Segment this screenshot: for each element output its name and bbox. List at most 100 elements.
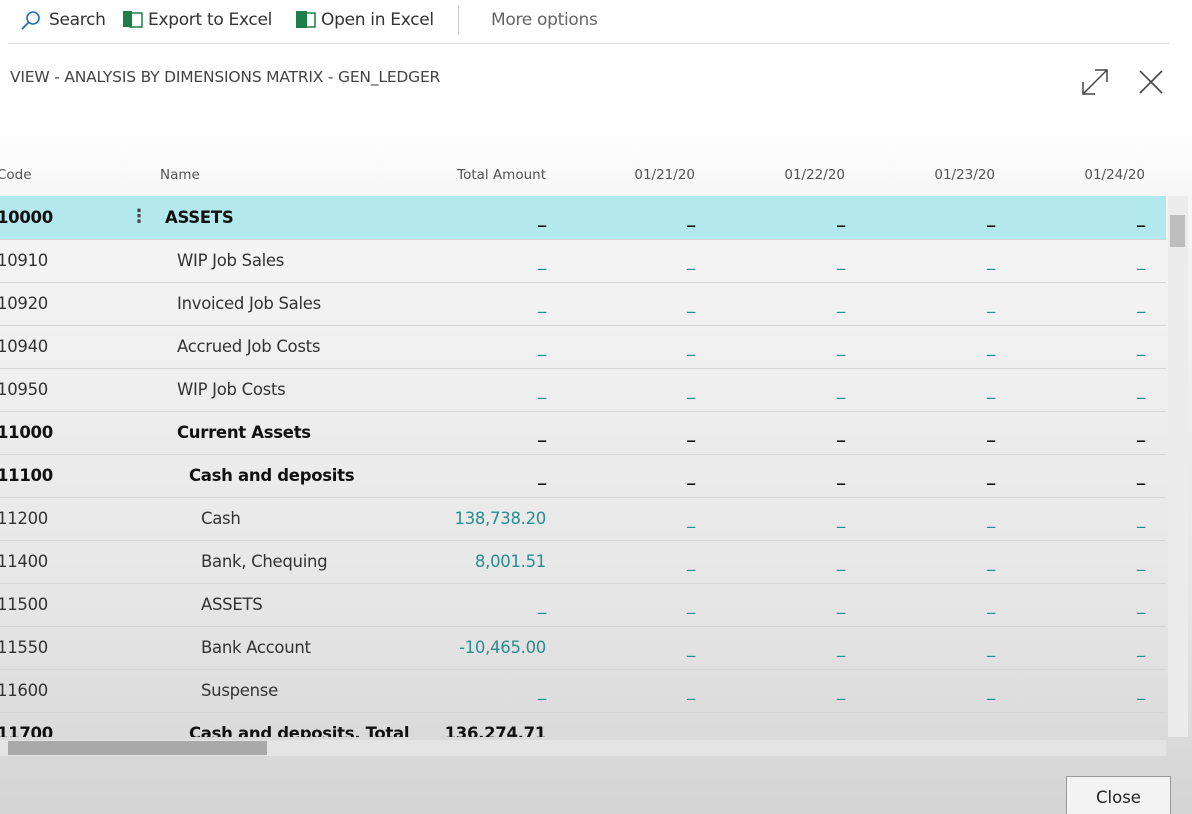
code-cell: 11200 [0, 509, 48, 528]
code-cell: 11100 [0, 466, 53, 485]
table-row[interactable]: 11500 ASSETS _ _ _ _ _ [0, 583, 1166, 627]
amount-cell: _ [1137, 294, 1145, 313]
amount-cell: _ [987, 509, 995, 528]
excel-icon [296, 11, 316, 28]
more-options-button[interactable]: More options [491, 10, 598, 30]
amount-cell: _ [987, 294, 995, 313]
total-cell: _ [538, 466, 546, 485]
total-cell: _ [538, 423, 546, 442]
name-cell: Bank, Chequing [201, 552, 328, 571]
search-button[interactable]: Search [49, 10, 106, 30]
table-row[interactable]: 10920 Invoiced Job Sales _ _ _ _ _ [0, 282, 1166, 326]
amount-cell: _ [987, 595, 995, 614]
name-cell: ASSETS [201, 595, 263, 614]
table-row[interactable]: 11200 Cash 138,738.20 _ _ _ _ [0, 497, 1166, 541]
export-icon [123, 11, 143, 28]
amount-cell: _ [687, 466, 695, 485]
amount-cell: _ [687, 509, 695, 528]
amount-cell: _ [687, 380, 695, 399]
amount-cell: _ [687, 552, 695, 571]
table-row[interactable]: 11550 Bank Account -10,465.00 _ _ _ _ [0, 626, 1166, 670]
column-header: 01/22/20 [784, 167, 845, 183]
export-excel-button[interactable]: Export to Excel [148, 10, 273, 30]
amount-cell: _ [1137, 509, 1145, 528]
amount-cell: _ [987, 380, 995, 399]
amount-cell: _ [837, 423, 845, 442]
amount-cell: _ [837, 509, 845, 528]
name-cell: Bank Account [201, 638, 311, 657]
amount-cell: _ [1137, 423, 1145, 442]
amount-cell: _ [837, 681, 845, 700]
table-row[interactable]: 10910 WIP Job Sales _ _ _ _ _ [0, 239, 1166, 283]
name-cell: Suspense [201, 681, 278, 700]
table-row[interactable]: 11400 Bank, Chequing 8,001.51 _ _ _ _ [0, 540, 1166, 584]
amount-cell: _ [1137, 208, 1145, 227]
amount-cell: _ [837, 466, 845, 485]
table-row[interactable]: 11700 Cash and deposits, Total 136,274.71 [0, 712, 1166, 737]
column-header: 01/23/20 [934, 167, 995, 183]
amount-cell: _ [837, 251, 845, 270]
total-cell: _ [538, 208, 546, 227]
name-cell: Invoiced Job Sales [177, 294, 321, 313]
name-cell: WIP Job Sales [177, 251, 285, 270]
expand-button[interactable] [1080, 67, 1110, 97]
code-cell: 11600 [0, 681, 48, 700]
h-scrollbar [0, 740, 1166, 756]
h-scroll-thumb[interactable] [8, 741, 267, 755]
amount-cell: _ [1137, 681, 1145, 700]
code-cell: 10910 [0, 251, 48, 270]
v-scroll-thumb[interactable] [1170, 215, 1185, 247]
amount-cell: _ [687, 294, 695, 313]
code-cell: 11000 [0, 423, 53, 442]
amount-cell: _ [687, 595, 695, 614]
close-icon-button[interactable] [1138, 69, 1164, 95]
name-cell: WIP Job Costs [177, 380, 286, 399]
table-body: 10000 ⋮ ASSETS _ _ _ _ _ 10910 WIP Job Sales _ _ _ _ _… [0, 196, 1166, 737]
open-excel-button[interactable]: Open in Excel [321, 10, 434, 30]
amount-cell: _ [1137, 251, 1145, 270]
table-row[interactable]: 10940 Accrued Job Costs _ _ _ _ _ [0, 325, 1166, 369]
amount-cell: _ [987, 337, 995, 356]
name-cell: ASSETS [165, 208, 234, 227]
amount-cell: _ [837, 294, 845, 313]
name-cell: Accrued Job Costs [177, 337, 321, 356]
amount-cell: _ [987, 638, 995, 657]
separator [458, 6, 459, 34]
amount-cell: _ [987, 466, 995, 485]
amount-cell: _ [987, 208, 995, 227]
toolbar-divider [8, 43, 1170, 44]
name-cell: Current Assets [177, 423, 311, 442]
total-cell: _ [538, 380, 546, 399]
table-row[interactable]: 10950 WIP Job Costs _ _ _ _ _ [0, 368, 1166, 412]
total-cell: 8,001.51 [474, 552, 546, 571]
code-cell: 10950 [0, 380, 48, 399]
amount-cell: _ [837, 638, 845, 657]
total-cell: _ [538, 251, 546, 270]
table-row[interactable]: 11100 Cash and deposits _ _ _ _ _ [0, 454, 1166, 498]
table-row[interactable]: 11600 Suspense _ _ _ _ _ [0, 669, 1166, 713]
table-row[interactable]: 10000 ⋮ ASSETS _ _ _ _ _ [0, 196, 1166, 240]
amount-cell: _ [837, 595, 845, 614]
code-cell: 10000 [0, 208, 53, 227]
code-cell: 11500 [0, 595, 48, 614]
row-menu: ⋮ [130, 206, 148, 227]
amount-cell: _ [687, 251, 695, 270]
amount-cell: _ [687, 681, 695, 700]
column-header: 01/24/20 [1084, 167, 1145, 183]
close-button[interactable]: Close [1066, 776, 1171, 814]
code-cell: 11550 [0, 638, 48, 657]
amount-cell: _ [1137, 552, 1145, 571]
total-cell: _ [538, 337, 546, 356]
total-cell: _ [538, 681, 546, 700]
amount-cell: _ [987, 552, 995, 571]
code-cell: 11400 [0, 552, 48, 571]
amount-cell: _ [1137, 466, 1145, 485]
code-cell: 10920 [0, 294, 48, 313]
total-cell: 138,738.20 [454, 509, 547, 528]
name-cell: Cash and deposits, Total [189, 724, 410, 737]
table-row[interactable]: 11000 Current Assets _ _ _ _ _ [0, 411, 1166, 455]
amount-cell: _ [687, 208, 695, 227]
amount-cell: _ [837, 552, 845, 571]
total-cell: _ [538, 595, 546, 614]
total-cell: _ [538, 294, 546, 313]
